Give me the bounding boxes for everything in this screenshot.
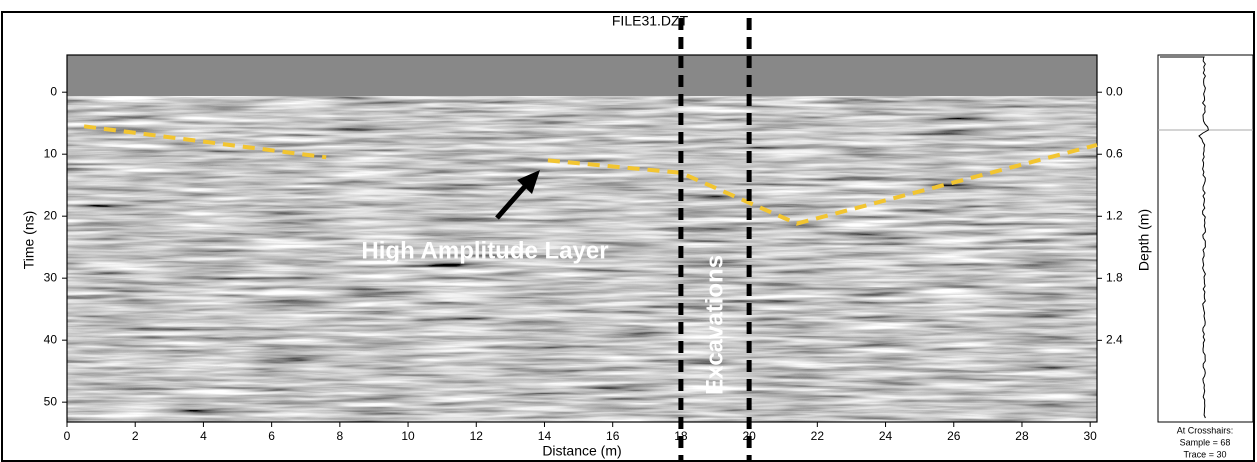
x-tick-label: 22 [811, 429, 825, 443]
trace-panel [1157, 54, 1254, 423]
y2-tick-label: 0.6 [1106, 146, 1123, 160]
x-tick-label: 12 [470, 429, 484, 443]
x-tick-label: 4 [200, 429, 207, 443]
x-tick-label: 6 [268, 429, 275, 443]
trace-wiggle [1160, 56, 1209, 419]
y2-tick-label: 2.4 [1106, 333, 1123, 347]
x-axis-label: Distance (m) [542, 443, 621, 459]
y2-tick-label: 0.0 [1106, 84, 1123, 98]
y2-tick-label: 1.2 [1106, 208, 1123, 222]
x-tick-label: 30 [1083, 429, 1097, 443]
y-tick-label: 50 [44, 394, 58, 408]
readout: Trace = 30 [1184, 449, 1227, 459]
y2-axis-label: Depth (m) [1136, 209, 1152, 271]
x-tick-label: 8 [337, 429, 344, 443]
x-tick-label: 16 [606, 429, 620, 443]
chart-title: FILE31.DZT [612, 13, 689, 29]
arrow-shaft [495, 182, 529, 220]
x-tick-label: 0 [64, 429, 71, 443]
y-tick-label: 0 [50, 84, 57, 98]
readout: At Crosshairs: [1177, 425, 1234, 435]
x-tick-label: 24 [879, 429, 893, 443]
x-tick-label: 14 [538, 429, 552, 443]
radar-texture [67, 96, 1097, 422]
interpreted-layer [83, 124, 1098, 226]
y-axis-label: Time (ns) [21, 211, 37, 270]
x-tick-label: 28 [1015, 429, 1029, 443]
annotation: High Amplitude Layer [361, 237, 608, 264]
y-tick-label: 40 [44, 332, 58, 346]
plot-border [66, 54, 1098, 423]
arrow-head [517, 170, 540, 194]
y-tick-label: 30 [44, 270, 58, 284]
y-tick-label: 10 [44, 146, 58, 160]
annotation: Excavations [701, 255, 728, 395]
x-tick-label: 10 [401, 429, 415, 443]
plot-area [66, 54, 1098, 423]
x-tick-label: 26 [947, 429, 961, 443]
y-tick-label: 20 [44, 208, 58, 222]
readout: Sample = 68 [1180, 437, 1231, 447]
y2-tick-label: 1.8 [1106, 270, 1123, 284]
frame [1, 11, 1255, 462]
x-tick-label: 2 [132, 429, 139, 443]
